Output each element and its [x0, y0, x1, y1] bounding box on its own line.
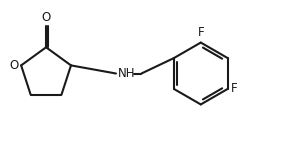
Text: NH: NH [118, 67, 135, 80]
Text: F: F [197, 26, 204, 39]
Text: O: O [41, 11, 51, 24]
Text: O: O [9, 59, 18, 72]
Text: F: F [231, 82, 238, 95]
